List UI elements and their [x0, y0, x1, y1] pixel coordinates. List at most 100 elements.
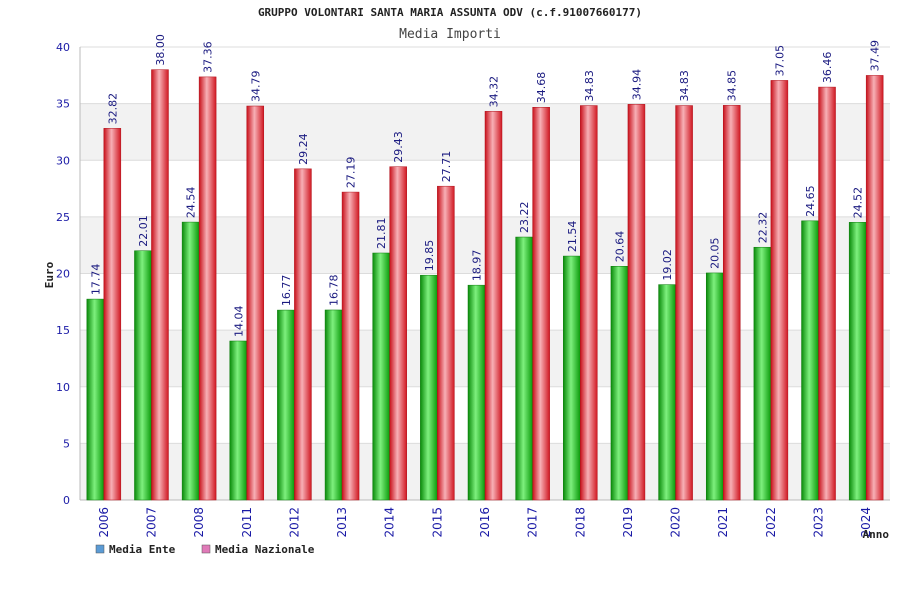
bar-nazionale-2022 [770, 80, 789, 501]
y-tick-label: 0 [63, 494, 70, 507]
legend-label-nazionale: Media Nazionale [215, 543, 315, 556]
bar-ente-2019 [610, 266, 629, 501]
bar-ente-2021 [705, 272, 724, 501]
bar-nazionale-2006 [103, 128, 122, 501]
x-tick-2019: 2019 [621, 507, 635, 538]
bar-ente-2017 [515, 236, 533, 501]
bar-nazionale-2020 [675, 105, 693, 501]
label-nazionale-2019: 34.94 [630, 69, 643, 101]
x-tick-2023: 2023 [812, 507, 826, 538]
x-tick-2008: 2008 [192, 507, 206, 538]
legend-label-ente: Media Ente [109, 543, 176, 556]
label-nazionale-2007: 38.00 [154, 34, 167, 66]
bar-ente-2006 [86, 298, 105, 501]
label-nazionale-2013: 27.19 [345, 157, 358, 189]
y-tick-label: 10 [56, 381, 70, 394]
bar-ente-2013 [324, 309, 343, 501]
label-nazionale-2012: 29.24 [297, 133, 310, 165]
y-axis-title: Euro [43, 261, 56, 288]
y-tick-label: 20 [56, 268, 70, 281]
bar-nazionale-2013 [341, 191, 360, 501]
label-ente-2015: 19.85 [423, 240, 436, 272]
label-ente-2013: 16.78 [328, 274, 341, 306]
bar-ente-2023 [801, 220, 819, 501]
label-nazionale-2022: 37.05 [773, 45, 786, 77]
bar-ente-2014 [372, 252, 390, 501]
label-ente-2012: 16.77 [280, 275, 293, 307]
bar-nazionale-2016 [484, 111, 503, 501]
bar-nazionale-2017 [532, 106, 550, 501]
label-ente-2016: 18.97 [471, 250, 484, 282]
bar-ente-2007 [134, 250, 152, 501]
bar-ente-2022 [753, 246, 772, 501]
bar-nazionale-2015 [437, 185, 455, 501]
label-nazionale-2008: 37.36 [202, 41, 215, 73]
bar-ente-2012 [277, 309, 295, 501]
label-nazionale-2016: 34.32 [488, 76, 501, 108]
label-ente-2014: 21.81 [375, 218, 388, 250]
x-tick-2007: 2007 [144, 507, 158, 538]
label-ente-2020: 19.02 [661, 249, 674, 281]
y-tick-label: 5 [63, 437, 70, 450]
bar-nazionale-2012 [294, 168, 312, 501]
bar-nazionale-2008 [198, 76, 217, 501]
bar-nazionale-2021 [722, 105, 741, 501]
x-tick-2013: 2013 [335, 507, 349, 538]
x-tick-2012: 2012 [287, 507, 301, 538]
label-nazionale-2017: 34.68 [535, 72, 548, 104]
bar-nazionale-2011 [246, 105, 265, 501]
label-nazionale-2024: 37.49 [869, 40, 882, 72]
label-nazionale-2023: 36.46 [821, 52, 834, 84]
x-tick-2017: 2017 [526, 507, 540, 538]
label-ente-2007: 22.01 [137, 215, 150, 247]
y-tick-label: 35 [56, 98, 70, 111]
x-tick-2021: 2021 [716, 507, 730, 538]
label-ente-2008: 24.54 [185, 187, 198, 219]
y-tick-label: 25 [56, 211, 70, 224]
bar-nazionale-2019 [627, 104, 646, 501]
chart-subtitle: Media Importi [399, 27, 501, 42]
x-axis-title: Anno [863, 528, 890, 541]
chart-title: GRUPPO VOLONTARI SANTA MARIA ASSUNTA ODV… [258, 6, 642, 19]
bar-ente-2008 [181, 221, 200, 501]
label-ente-2023: 24.65 [804, 185, 817, 217]
bar-ente-2018 [563, 255, 581, 501]
bar-ente-2015 [420, 274, 438, 501]
bar-ente-2016 [467, 284, 486, 501]
label-nazionale-2020: 34.83 [678, 70, 691, 102]
label-ente-2011: 14.04 [232, 305, 245, 337]
x-tick-2020: 2020 [669, 507, 683, 538]
label-nazionale-2011: 34.79 [249, 71, 262, 103]
x-tick-2011: 2011 [240, 507, 254, 538]
label-nazionale-2014: 29.43 [392, 131, 405, 163]
bar-nazionale-2007 [151, 69, 169, 501]
x-tick-2024: 2024 [859, 507, 873, 538]
bar-ente-2011 [229, 340, 248, 501]
label-nazionale-2021: 34.85 [726, 70, 739, 102]
x-tick-2016: 2016 [478, 507, 492, 538]
y-tick-label: 15 [56, 324, 70, 337]
x-tick-2022: 2022 [764, 507, 778, 538]
x-tick-2015: 2015 [430, 507, 444, 538]
label-nazionale-2018: 34.83 [583, 70, 596, 102]
legend-swatch-ente [95, 544, 105, 554]
bar-nazionale-2018 [580, 105, 598, 501]
legend: Media Ente Media Nazionale [95, 543, 315, 556]
plot-area: 0 5 10 15 20 25 30 35 40 17.74 32.82 2006 22.01 38.00… [56, 34, 890, 538]
bar-ente-2024 [848, 222, 867, 501]
bar-ente-2020 [658, 284, 676, 501]
legend-swatch-nazionale [201, 544, 211, 554]
label-ente-2006: 17.74 [89, 264, 102, 296]
label-ente-2021: 20.05 [709, 237, 722, 269]
label-nazionale-2015: 27.71 [440, 151, 453, 183]
y-tick-label: 30 [56, 154, 70, 167]
label-nazionale-2006: 32.82 [106, 93, 119, 125]
bar-nazionale-2014 [389, 166, 407, 501]
x-tick-2014: 2014 [383, 507, 397, 538]
label-ente-2019: 20.64 [613, 231, 626, 263]
x-tick-2018: 2018 [573, 507, 587, 538]
bar-nazionale-2023 [818, 86, 836, 501]
label-ente-2018: 21.54 [566, 221, 579, 253]
y-tick-label: 40 [56, 41, 70, 54]
bar-nazionale-2024 [865, 75, 884, 501]
